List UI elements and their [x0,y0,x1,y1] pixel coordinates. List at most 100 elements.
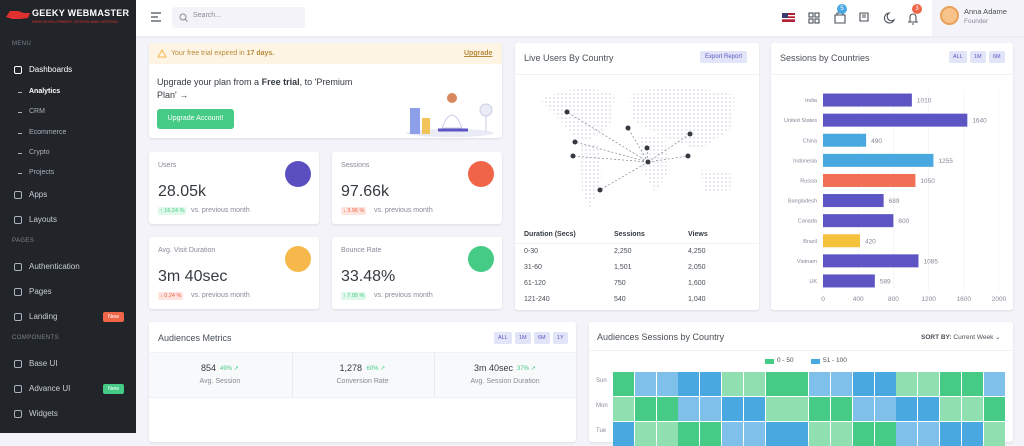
upgrade-button[interactable]: Upgrade Account! [157,109,234,129]
heat-cell [634,422,656,446]
submenu-item[interactable]: CRM [29,108,45,116]
heat-cell [940,397,961,421]
submenu-item[interactable]: Projects [29,169,55,177]
divider [589,350,1013,351]
heat-cell [656,372,678,396]
user-role: Founder [964,18,989,25]
menu-item[interactable]: Apps [29,190,48,200]
section-title: COMPONENTS [12,335,60,342]
submenu-dash [18,173,22,175]
table-header: Views [688,231,708,238]
text-part: , to 'Premium Plan' → [157,77,353,100]
metric-change: 60% ↗ [366,366,386,372]
data-label: 800 [898,218,909,225]
heat-cell [787,422,809,446]
table-cell: 1,040 [688,296,706,303]
x-tick-label: 2000 [992,296,1007,303]
trial-alert [149,43,502,64]
stat-icon [468,246,494,272]
data-label: 689 [889,198,900,205]
data-label: 1050 [920,178,935,185]
submenu-item[interactable]: Crypto [29,148,50,156]
menu-icon [14,191,22,200]
heat-cell [874,422,896,446]
heat-cell [831,422,852,446]
heat-cell [787,372,809,396]
filter-button[interactable]: 6M [534,332,550,344]
heat-cell [852,397,874,421]
filter-button[interactable]: 6M [989,51,1005,63]
stat-change: ↑ 7.05 % [341,292,367,300]
heat-cell [634,397,656,421]
filter-button[interactable]: ALL [494,332,512,344]
submenu-dash [18,112,22,114]
heat-cell [983,397,1005,421]
table-header: Sessions [614,231,645,238]
heat-cell [678,397,700,421]
stat-change: ↓ 3.96 % [341,207,367,215]
metrics-strip [149,352,576,398]
metric-label: Avg. Session Duration [470,378,540,385]
stat-note: vs. previous month [374,207,433,214]
stat-label: Bounce Rate [341,247,382,254]
search-box[interactable] [172,7,305,28]
flag-icon[interactable] [782,13,795,22]
menu-item[interactable]: Pages [29,287,52,297]
menu-toggle[interactable] [150,11,162,23]
x-tick-label: 1200 [921,296,936,303]
menu-item[interactable]: Landing [29,312,58,322]
export-button[interactable]: Export Report [700,51,748,63]
x-tick-label: 400 [853,296,864,303]
filter-button[interactable]: 1M [515,332,531,344]
legend-swatch [811,359,820,364]
heat-cell [961,422,983,446]
menu-item[interactable]: Widgets [29,409,58,419]
menu-item[interactable]: Advance UI [29,384,71,394]
metric-value: 854 [201,363,217,373]
menu-item[interactable]: Base UI [29,359,58,369]
menu-item[interactable]: Authentication [29,262,80,272]
data-label: 1010 [917,98,932,105]
stat-change: ↑ 16.24 % [158,207,187,215]
upgrade-link[interactable]: Upgrade [464,50,493,57]
heat-cell [765,372,787,396]
row-label: Tue [596,428,607,434]
table-cell: 2,050 [688,264,706,271]
heat-cell [743,372,765,396]
menu-item[interactable]: Layouts [29,215,58,225]
heat-cell [700,372,722,396]
menu-item[interactable]: Dashboards [29,65,73,74]
heat-cell [656,397,678,421]
menu-badge: New [103,384,124,395]
legend-label: 0 - 50 [777,357,794,364]
row-label: Sun [596,378,607,384]
filter-button[interactable]: 1M [970,51,986,63]
submenu-item[interactable]: Ecommerce [29,128,67,136]
stat-label: Avg. Visit Duration [158,247,216,254]
menu-icon [14,313,22,322]
heat-cell [743,422,765,446]
stat-note: vs. previous month [191,292,250,299]
logo-icon [6,11,30,19]
illustration [406,93,494,137]
stat-label: Sessions [341,162,370,169]
heat-cell [722,422,743,446]
logo-text: GEEKY WEBMASTER [32,8,130,18]
text-bold: Free trial [261,77,300,87]
heat-cell [918,422,940,446]
stat-value: 97.66k [341,183,390,200]
menu-icon [14,263,22,272]
sort-control[interactable]: SORT BY: Current Week ⌄ [921,333,1001,341]
filter-button[interactable]: ALL [949,51,967,63]
heat-cell [852,372,874,396]
heat-cell [613,372,634,396]
card-title: Sessions by Countries [780,53,870,63]
heat-cell [831,372,852,396]
y-tick-label: China [803,138,818,144]
filter-button[interactable]: 1Y [553,332,568,344]
submenu-item[interactable]: Analytics [29,88,61,95]
text-part: Upgrade your plan from a [157,77,260,87]
y-tick-label: Brazil [803,239,817,245]
search-icon [179,13,188,22]
metric-value: 3m 40sec [474,363,514,373]
